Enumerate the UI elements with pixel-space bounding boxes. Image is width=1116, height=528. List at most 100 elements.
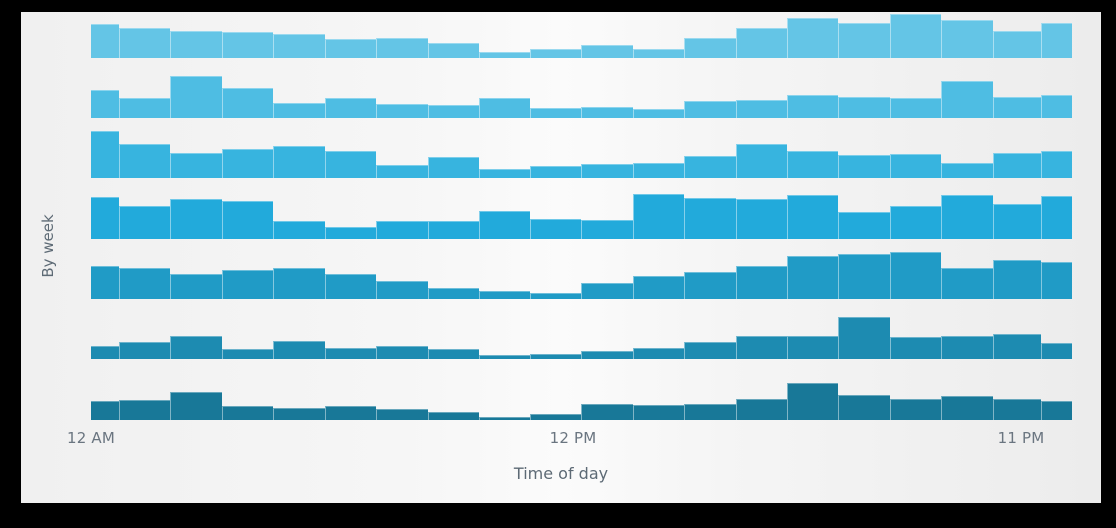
bar (890, 337, 941, 359)
bar (941, 336, 993, 359)
bar (1041, 95, 1072, 118)
bar (941, 396, 993, 420)
bar (376, 221, 428, 239)
bar (91, 266, 119, 299)
bar (581, 164, 633, 178)
series-row-4 (91, 179, 1072, 239)
x-tick-11pm: 11 PM (997, 429, 1045, 447)
bar (376, 38, 428, 58)
bar (479, 211, 530, 239)
bar (633, 276, 684, 299)
bar (736, 100, 787, 118)
bar (530, 166, 581, 178)
bar (941, 163, 993, 178)
bar (428, 157, 479, 178)
bar (890, 154, 941, 178)
bar (684, 198, 736, 239)
bar (581, 283, 633, 299)
bar (684, 404, 736, 420)
bar (838, 395, 890, 420)
bar (273, 221, 325, 239)
bar (838, 317, 890, 359)
bar (581, 45, 633, 58)
bar (479, 98, 530, 118)
bar (993, 31, 1041, 58)
x-tick-12pm: 12 PM (549, 429, 597, 447)
bar (1041, 151, 1072, 178)
bar (1041, 23, 1072, 58)
bar (376, 409, 428, 420)
bar (838, 212, 890, 239)
bar (91, 131, 119, 178)
bar (428, 412, 479, 420)
bar (273, 408, 325, 420)
bar (273, 341, 325, 359)
bar (684, 342, 736, 359)
bar (119, 98, 170, 118)
bar (479, 291, 530, 299)
bar (530, 49, 581, 58)
bar (787, 256, 838, 299)
bar (325, 151, 376, 178)
bar (170, 392, 222, 420)
bar (993, 97, 1041, 118)
bar (1041, 343, 1072, 359)
bar (428, 43, 479, 58)
bar (1041, 262, 1072, 299)
x-tick-12am: 12 AM (66, 429, 116, 447)
bar (325, 98, 376, 118)
bar (633, 49, 684, 58)
bar (222, 270, 273, 299)
bar (684, 156, 736, 178)
bar (838, 155, 890, 178)
bar (993, 260, 1041, 299)
bar (736, 199, 787, 239)
bar (170, 153, 222, 178)
bar (325, 406, 376, 420)
bar (376, 281, 428, 299)
bar (684, 101, 736, 118)
chart-panel: By week 12 AM 12 PM 11 PM Time of day (21, 12, 1101, 503)
bar (91, 346, 119, 359)
bar (119, 144, 170, 178)
plot-area (91, 12, 1072, 422)
bar (736, 336, 787, 359)
bar (736, 144, 787, 178)
bar (273, 103, 325, 118)
bar (581, 107, 633, 118)
bar (222, 32, 273, 58)
series-row-7 (91, 360, 1072, 420)
bar (170, 336, 222, 359)
bar (1041, 401, 1072, 420)
bar (787, 18, 838, 58)
bar (376, 165, 428, 178)
bar (91, 24, 119, 58)
bar (222, 88, 273, 118)
bar (581, 404, 633, 420)
bar (890, 399, 941, 420)
bar (222, 349, 273, 359)
bar (941, 81, 993, 118)
bar (119, 206, 170, 239)
bar (119, 342, 170, 359)
bar (325, 274, 376, 299)
bar (273, 34, 325, 58)
bar (325, 227, 376, 239)
bar (736, 28, 787, 58)
bar (428, 349, 479, 359)
bar (890, 206, 941, 239)
bar (787, 336, 838, 359)
bar (170, 31, 222, 58)
bar (993, 334, 1041, 359)
bar (787, 195, 838, 239)
bar (119, 268, 170, 299)
bar (119, 28, 170, 58)
bar (428, 221, 479, 239)
bar (530, 108, 581, 118)
bar (428, 105, 479, 118)
bar (633, 348, 684, 359)
bar (376, 104, 428, 118)
bar (838, 23, 890, 58)
bar (736, 399, 787, 420)
bar (273, 268, 325, 299)
